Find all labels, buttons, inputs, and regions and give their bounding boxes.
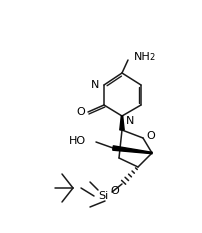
Text: O: O — [146, 131, 155, 141]
Text: O: O — [76, 107, 85, 117]
Text: NH: NH — [133, 52, 150, 62]
Text: N: N — [125, 116, 134, 126]
Text: HO: HO — [68, 136, 86, 146]
Text: N: N — [90, 80, 99, 90]
Text: 2: 2 — [149, 54, 154, 62]
Polygon shape — [112, 146, 151, 154]
Text: O: O — [110, 186, 119, 196]
Polygon shape — [119, 116, 124, 130]
Text: Si: Si — [97, 191, 108, 201]
